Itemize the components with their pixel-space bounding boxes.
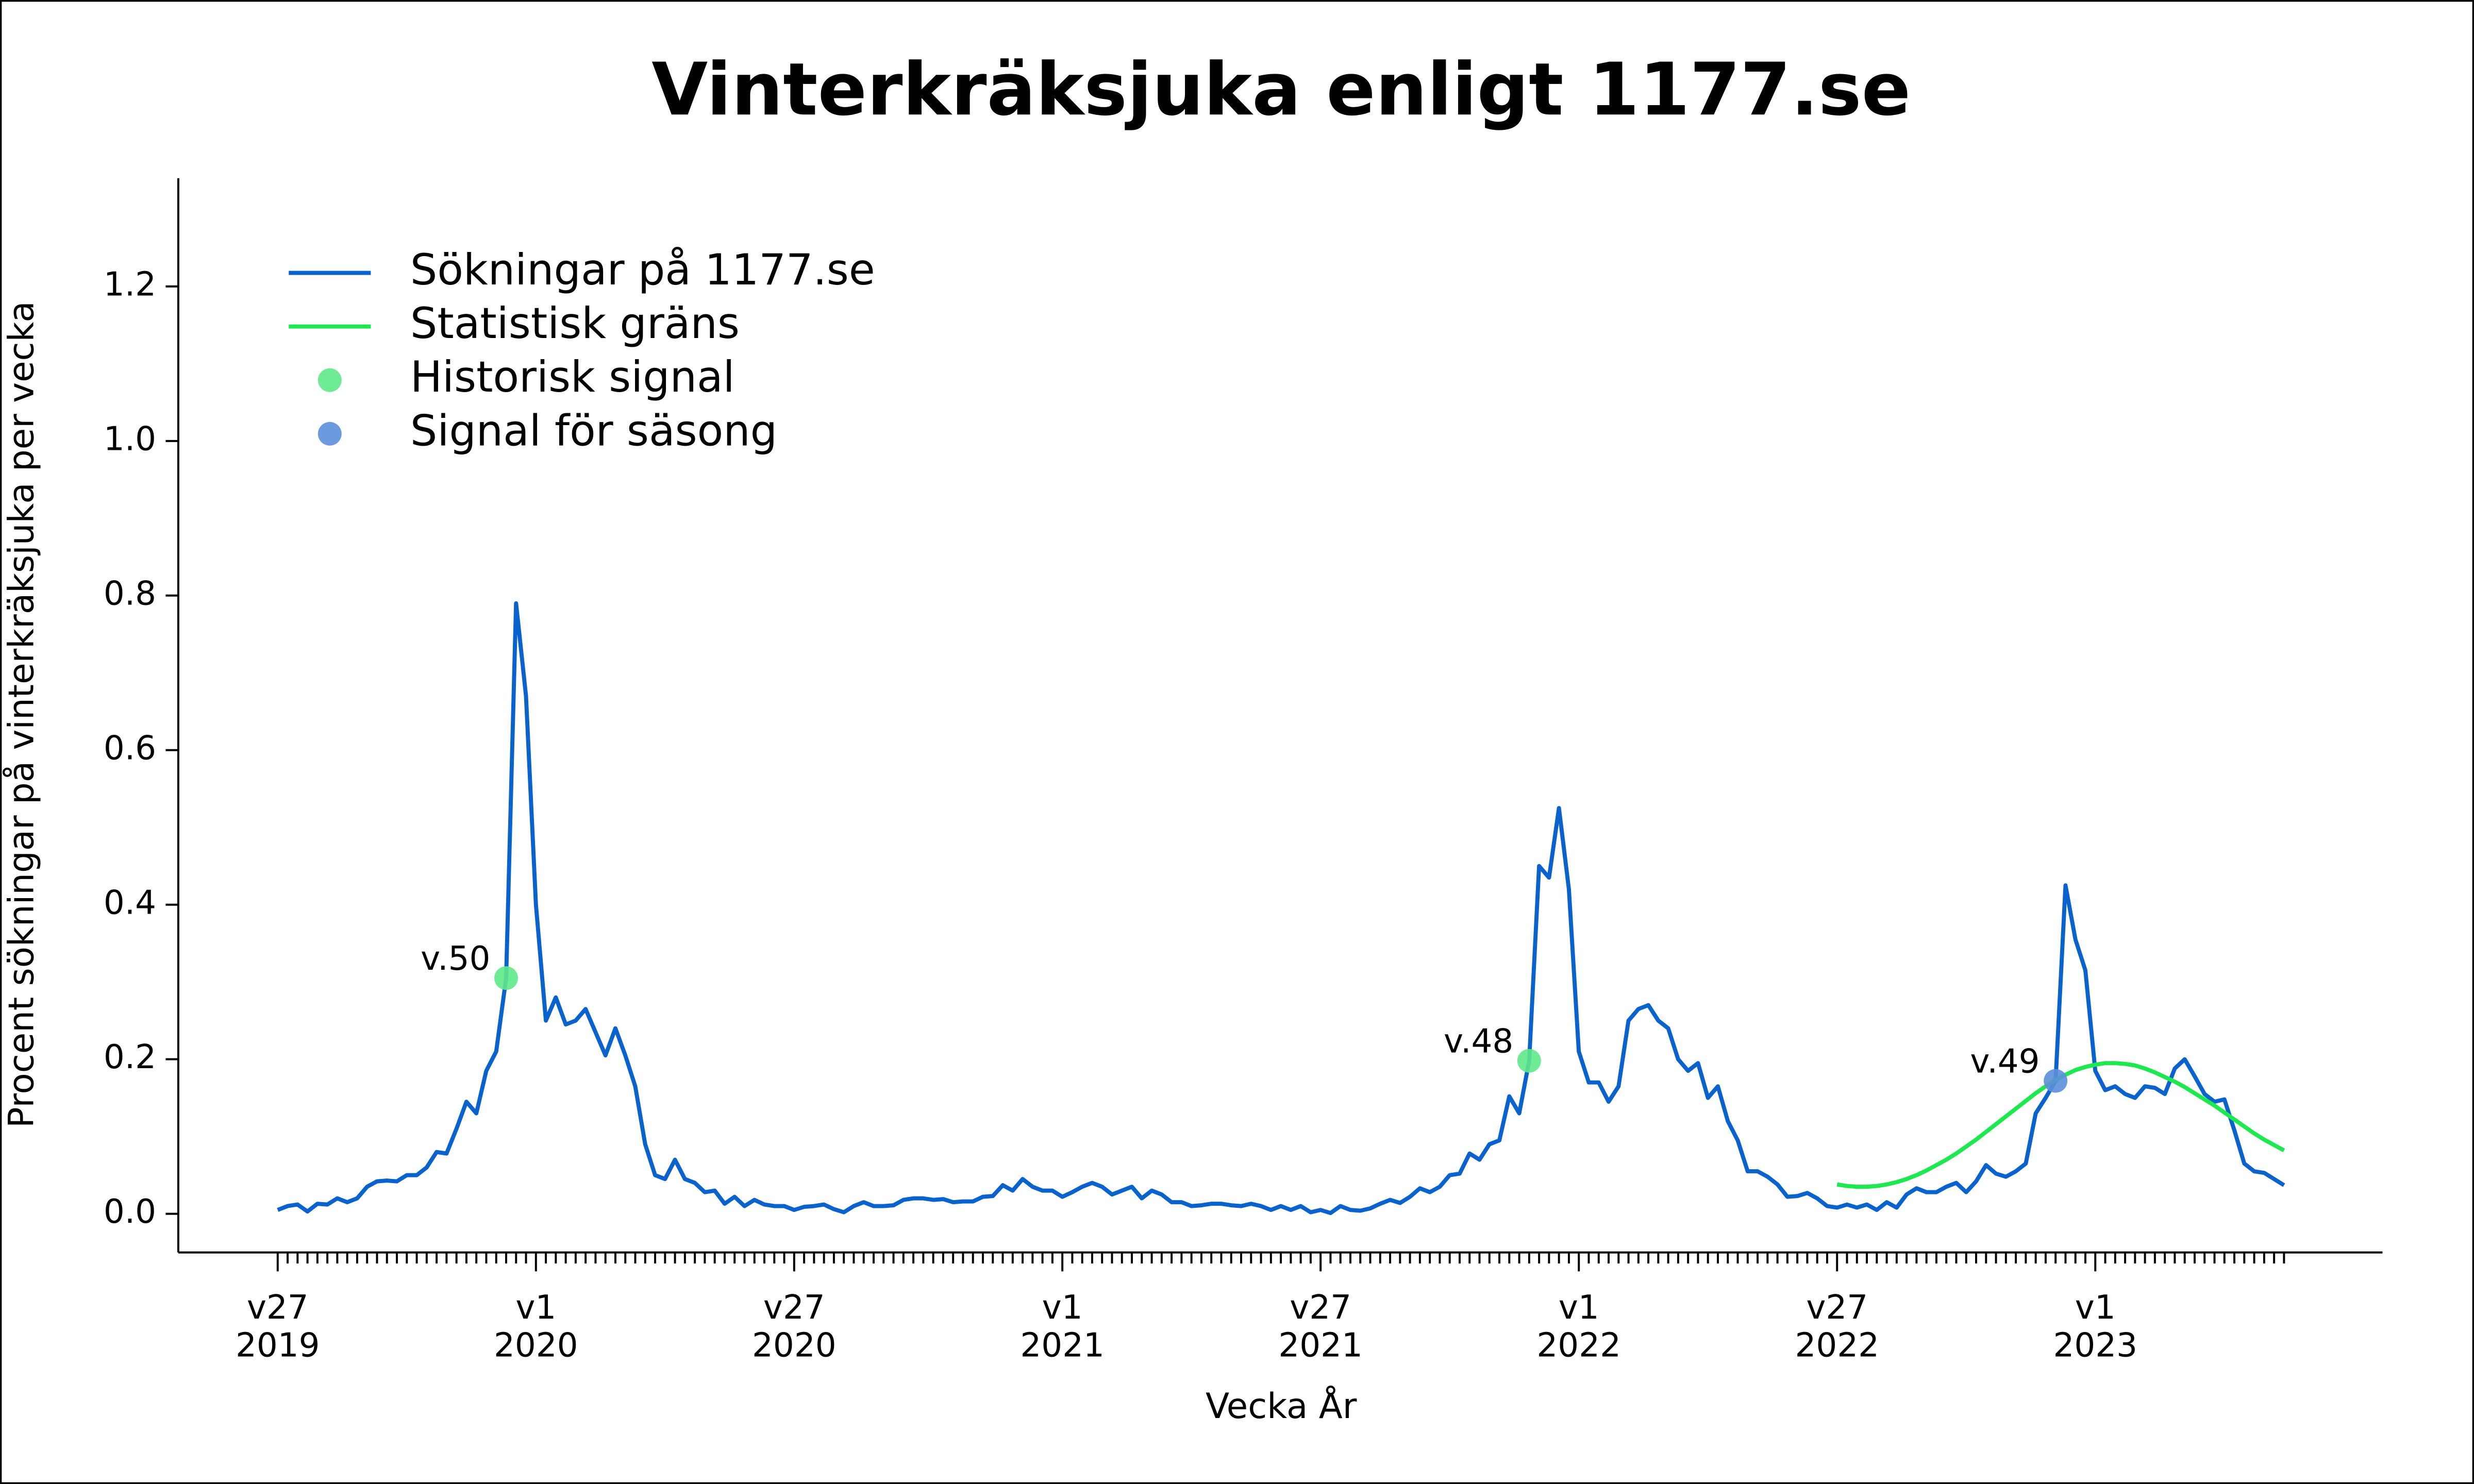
signal-point — [2044, 1069, 2068, 1093]
y-tick-label: 0.8 — [104, 574, 156, 613]
x-tick-label: v27 2022 — [1795, 1288, 1879, 1364]
legend-swatch — [317, 368, 342, 392]
signal-label: v.48 — [1444, 1022, 1513, 1061]
signal-label: v.50 — [421, 939, 490, 978]
x-tick-label-line: v27 — [1806, 1288, 1868, 1327]
legend-label: Sökningar på 1177.se — [410, 245, 875, 295]
x-tick-label-line: v1 — [1559, 1288, 1599, 1327]
x-tick-label: v1 2023 — [2053, 1288, 2137, 1364]
x-tick-label-line: 2020 — [494, 1326, 578, 1365]
x-tick-label: v27 2020 — [752, 1288, 837, 1364]
y-tick-label: 0.6 — [104, 729, 156, 767]
x-tick-label: v27 2021 — [1278, 1288, 1363, 1364]
x-tick-label-line: 2023 — [2053, 1326, 2137, 1365]
x-tick-label: v1 2021 — [1020, 1288, 1105, 1364]
legend-label: Statistisk gräns — [410, 299, 740, 348]
x-tick-label-line: v27 — [763, 1288, 825, 1327]
x-tick-label-line: 2021 — [1020, 1326, 1105, 1365]
legend-swatch — [317, 421, 342, 446]
x-tick-label-line: v1 — [1042, 1288, 1083, 1327]
x-tick-label-line: v1 — [515, 1288, 556, 1327]
y-tick-label: 0.2 — [104, 1038, 156, 1076]
x-tick-label: v27 2019 — [236, 1288, 320, 1364]
signal-label: v.49 — [1970, 1042, 2040, 1081]
legend-label: Historisk signal — [410, 352, 735, 402]
x-tick-label-line: 2022 — [1795, 1326, 1879, 1365]
y-tick-label: 1.2 — [104, 265, 156, 303]
legend-label: Signal för säsong — [410, 406, 777, 456]
y-axis-label: Procent sökningar på vinterkräksjuka per… — [1, 301, 41, 1128]
x-tick-label-line: v1 — [2075, 1288, 2116, 1327]
x-tick-label-line: 2022 — [1536, 1326, 1621, 1365]
x-tick-label-line: 2021 — [1278, 1326, 1363, 1365]
x-tick-label-line: 2019 — [236, 1326, 320, 1365]
x-tick-label: v1 2022 — [1536, 1288, 1621, 1364]
signal-point — [494, 966, 518, 990]
chart-title: Vinterkräksjuka enligt 1177.se — [651, 47, 1911, 132]
x-tick-label-line: v27 — [247, 1288, 309, 1327]
signal-point — [1517, 1049, 1541, 1073]
x-axis-label: Vecka År — [1206, 1385, 1357, 1426]
x-tick-label: v1 2020 — [494, 1288, 578, 1364]
x-tick-label-line: v27 — [1290, 1288, 1351, 1327]
y-tick-label: 0.0 — [104, 1192, 156, 1231]
series-line — [277, 601, 2285, 1216]
y-tick-label: 0.4 — [104, 883, 156, 922]
x-tick-label-line: 2020 — [752, 1326, 837, 1365]
y-tick-label: 1.0 — [104, 419, 156, 458]
